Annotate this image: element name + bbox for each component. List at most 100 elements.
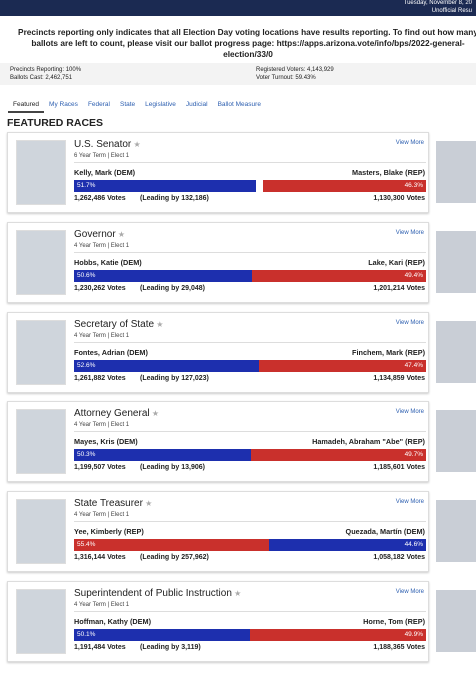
divider bbox=[74, 341, 426, 343]
result-bar: 50.3% 49.7% bbox=[74, 449, 426, 462]
lead: (Leading by 13,906) bbox=[140, 464, 205, 472]
candidate-name: Kelly, Mark (DEM) bbox=[74, 168, 136, 177]
candidate-photo bbox=[16, 229, 66, 295]
tab[interactable]: Legislative bbox=[145, 101, 176, 108]
term: 4 Year Term | Elect 1 bbox=[74, 242, 130, 249]
view-more[interactable]: View More bbox=[395, 409, 424, 416]
date: Tuesday, November 8, 20 bbox=[403, 0, 472, 6]
divider bbox=[74, 431, 426, 433]
divider bbox=[74, 521, 426, 523]
tab[interactable]: Judicial bbox=[185, 101, 208, 108]
votes: 1,188,365 Votes bbox=[373, 644, 425, 651]
stat: Registered Voters: 4,143,929 bbox=[256, 67, 334, 73]
office: Secretary of State ★ bbox=[74, 318, 164, 330]
office: U.S. Senator ★ bbox=[74, 139, 141, 150]
vote-share: 52.6% bbox=[74, 359, 260, 372]
lead: (Leading by 3,119) bbox=[140, 644, 201, 651]
office: Attorney General ★ bbox=[74, 408, 160, 420]
section-title: FEATURED RACES bbox=[7, 117, 104, 129]
votes: 1,058,182 Votes bbox=[373, 554, 425, 562]
favorite-star[interactable]: ★ bbox=[154, 319, 164, 329]
vote-share: 47.4% bbox=[259, 359, 426, 372]
votes: 1,262,486 Votes bbox=[74, 195, 126, 202]
votes: 1,130,300 Votes bbox=[373, 195, 425, 202]
result-bar: 51.7% 46.3% bbox=[74, 180, 426, 192]
term: 4 Year Term | Elect 1 bbox=[74, 422, 130, 429]
tab[interactable]: Featured bbox=[8, 98, 45, 113]
view-more[interactable]: View More bbox=[395, 589, 424, 595]
percent: 49.7% bbox=[404, 451, 423, 459]
tab[interactable]: Federal bbox=[87, 101, 110, 108]
result-bar: 52.6% 47.4% bbox=[74, 359, 426, 372]
race-card: State Treasurer ★ 4 Year Term | Elect 1 Vi… bbox=[7, 491, 429, 573]
percent: 46.3% bbox=[404, 182, 423, 189]
divider bbox=[74, 251, 426, 253]
votes: 1,191,484 Votes bbox=[74, 644, 126, 651]
favorite-star[interactable]: ★ bbox=[142, 499, 153, 509]
candidate-name: Fontes, Adrian (DEM) bbox=[74, 347, 148, 357]
tab[interactable]: Ballot Measure bbox=[217, 101, 261, 108]
favorite-star[interactable]: ★ bbox=[231, 589, 242, 598]
vote-share: 49.9% bbox=[250, 629, 426, 641]
candidate-photo bbox=[436, 320, 476, 383]
vote-share: 55.4% bbox=[74, 539, 269, 552]
office: State Treasurer ★ bbox=[74, 498, 153, 510]
vote-share: 49.4% bbox=[252, 269, 426, 282]
votes: 1,316,144 Votes bbox=[74, 554, 126, 562]
candidate-name: Horne, Tom (REP) bbox=[363, 617, 425, 626]
votes: 1,230,262 Votes bbox=[74, 284, 126, 292]
lead: (Leading by 257,962) bbox=[140, 554, 209, 562]
candidate-photo bbox=[16, 589, 66, 654]
percent: 44.6% bbox=[404, 541, 423, 549]
notice: Precincts reporting only indicates that … bbox=[18, 27, 476, 59]
divider bbox=[74, 611, 426, 612]
candidate-name: Hobbs, Katie (DEM) bbox=[74, 257, 142, 267]
vote-share: 50.1% bbox=[74, 629, 251, 641]
view-more[interactable]: View More bbox=[395, 140, 424, 146]
candidate-name: Hamadeh, Abraham "Abe" (REP) bbox=[312, 437, 425, 447]
race-card: Secretary of State ★ 4 Year Term | Elect … bbox=[7, 311, 429, 393]
candidate-photo bbox=[16, 499, 66, 565]
race-card: Governor ★ 4 Year Term | Elect 1 View More… bbox=[7, 221, 429, 303]
stat: Ballots Cast: 2,462,751 bbox=[10, 75, 73, 81]
view-more[interactable]: View More bbox=[395, 499, 424, 506]
percent: 50.3% bbox=[77, 451, 96, 459]
tabs: Featured My Races Federal State Legislative J… bbox=[8, 98, 266, 113]
result-bar: 50.6% 49.4% bbox=[74, 269, 426, 282]
vote-share: 51.7% bbox=[74, 180, 256, 192]
view-more[interactable]: View More bbox=[395, 319, 424, 326]
candidate-photo bbox=[16, 409, 66, 475]
votes: 1,199,507 Votes bbox=[74, 464, 126, 472]
candidate-photo bbox=[436, 500, 476, 563]
candidate-name: Mayes, Kris (DEM) bbox=[74, 437, 138, 447]
percent: 47.4% bbox=[404, 361, 423, 369]
tab[interactable]: State bbox=[119, 101, 136, 108]
candidate-photo bbox=[436, 590, 476, 652]
tab[interactable]: My Races bbox=[49, 101, 78, 108]
office: Superintendent of Public Instruction ★ bbox=[74, 588, 242, 599]
term: 4 Year Term | Elect 1 bbox=[74, 512, 130, 519]
candidate-name: Hoffman, Kathy (DEM) bbox=[74, 617, 152, 626]
favorite-star[interactable]: ★ bbox=[131, 140, 141, 149]
vote-share: 50.6% bbox=[74, 269, 253, 282]
votes: 1,261,882 Votes bbox=[74, 374, 126, 382]
lead: (Leading by 29,048) bbox=[140, 284, 205, 292]
favorite-star[interactable]: ★ bbox=[149, 409, 160, 419]
percent: 50.6% bbox=[77, 271, 96, 279]
votes: 1,185,601 Votes bbox=[373, 464, 425, 472]
favorite-star[interactable]: ★ bbox=[115, 229, 126, 239]
vote-share: 50.3% bbox=[74, 449, 252, 462]
stat: Voter Turnout: 59.43% bbox=[256, 75, 316, 81]
lead: (Leading by 132,186) bbox=[140, 195, 209, 202]
candidate-name: Yee, Kimberly (REP) bbox=[74, 527, 144, 537]
view-more[interactable]: View More bbox=[395, 229, 424, 236]
vote-share: 44.6% bbox=[269, 539, 426, 552]
votes: 1,134,859 Votes bbox=[373, 374, 425, 382]
percent: 49.9% bbox=[404, 631, 423, 638]
office: Governor ★ bbox=[74, 228, 126, 240]
race-card: Attorney General ★ 4 Year Term | Elect 1 V… bbox=[7, 401, 429, 483]
percent: 55.4% bbox=[77, 541, 96, 549]
votes: 1,201,214 Votes bbox=[373, 284, 425, 292]
race-card: U.S. Senator ★ 6 Year Term | Elect 1 View … bbox=[7, 132, 429, 213]
term: 6 Year Term | Elect 1 bbox=[74, 153, 130, 159]
